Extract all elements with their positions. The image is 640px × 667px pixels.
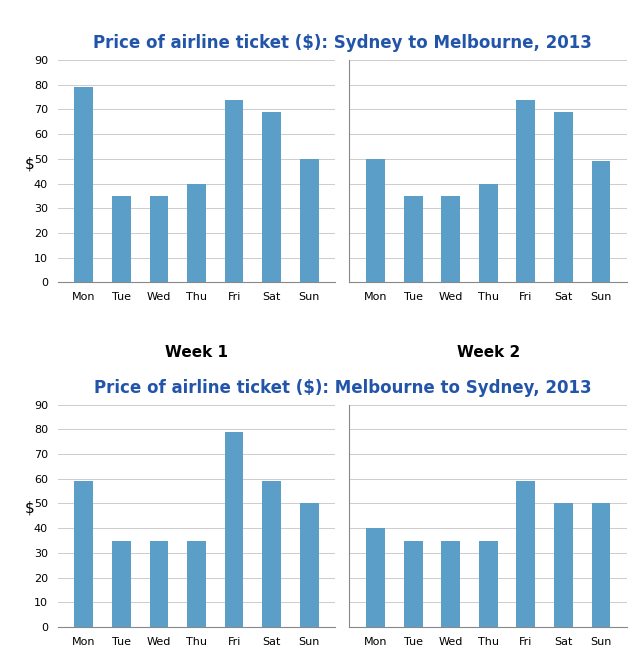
Bar: [225, 432, 243, 627]
Bar: [187, 183, 206, 282]
Bar: [591, 161, 611, 282]
Bar: [74, 481, 93, 627]
Text: Price of airline ticket ($): Melbourne to Sydney, 2013: Price of airline ticket ($): Melbourne t…: [93, 379, 591, 397]
Bar: [262, 112, 281, 282]
Bar: [225, 99, 243, 282]
Text: Week 1: Week 1: [165, 345, 228, 360]
Text: Price of airline ticket ($): Sydney to Melbourne, 2013: Price of airline ticket ($): Sydney to M…: [93, 34, 592, 52]
Bar: [404, 196, 422, 282]
Bar: [187, 540, 206, 627]
Bar: [300, 159, 319, 282]
Bar: [404, 540, 422, 627]
Bar: [591, 504, 611, 627]
Bar: [479, 540, 498, 627]
Bar: [150, 540, 168, 627]
Bar: [516, 481, 535, 627]
Y-axis label: $: $: [25, 501, 35, 516]
Y-axis label: $: $: [25, 156, 35, 171]
Bar: [366, 528, 385, 627]
Bar: [366, 159, 385, 282]
Bar: [554, 112, 573, 282]
Bar: [262, 481, 281, 627]
Text: Week 2: Week 2: [457, 345, 520, 360]
Bar: [479, 183, 498, 282]
Bar: [112, 196, 131, 282]
Bar: [442, 540, 460, 627]
Bar: [112, 540, 131, 627]
Bar: [442, 196, 460, 282]
Bar: [74, 87, 93, 282]
Bar: [150, 196, 168, 282]
Bar: [300, 504, 319, 627]
Bar: [516, 99, 535, 282]
Bar: [554, 504, 573, 627]
